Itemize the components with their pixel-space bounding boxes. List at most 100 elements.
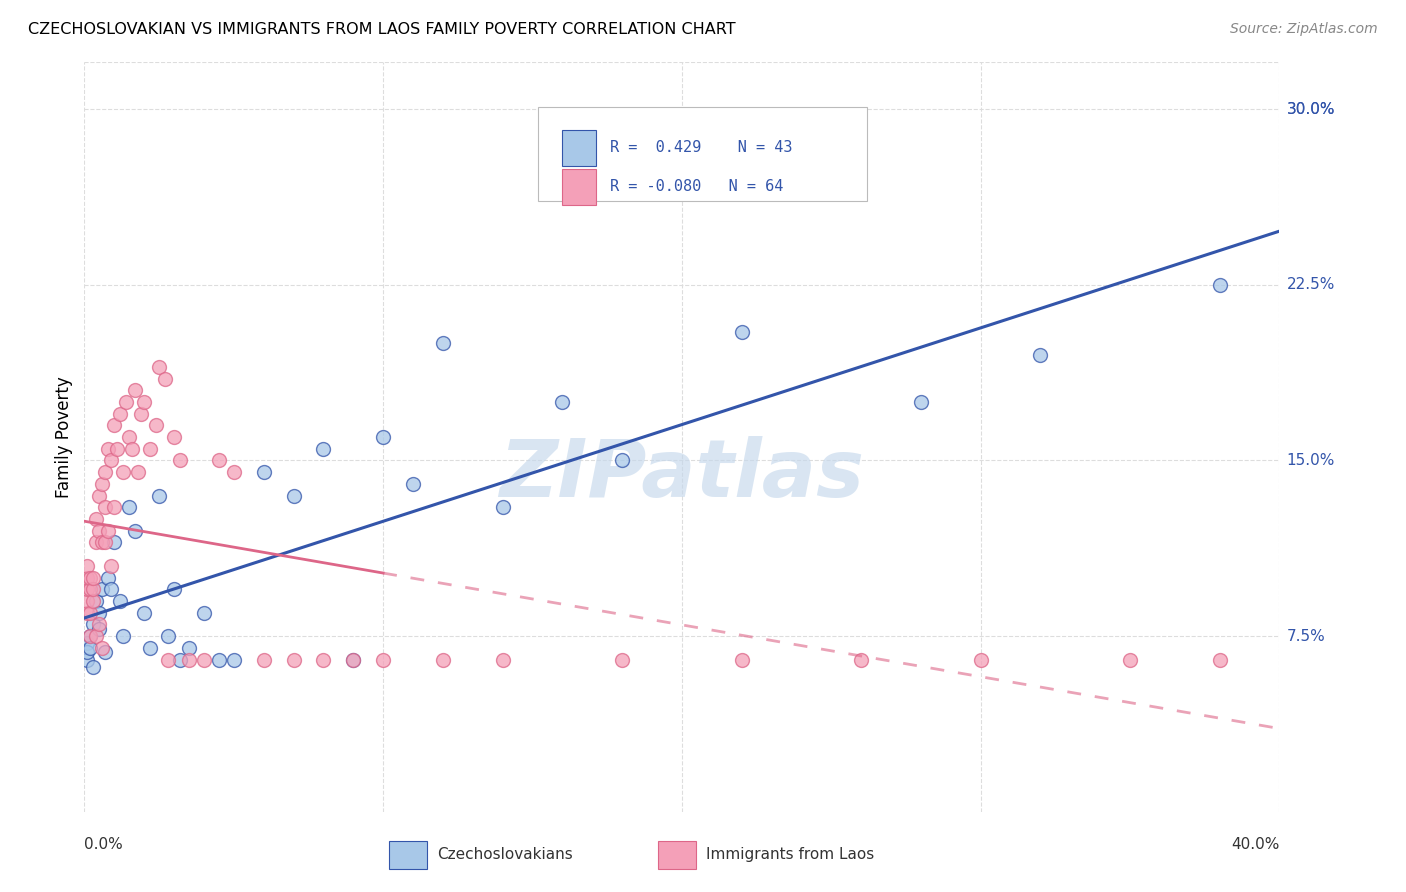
Bar [562, 169, 596, 205]
Point [312, 652, 335, 666]
Text: R = -0.080   N = 64: R = -0.080 N = 64 [610, 179, 783, 194]
Point [342, 652, 364, 666]
Point [612, 652, 634, 666]
Point [208, 652, 231, 666]
Point [91, 640, 114, 655]
Point [86, 629, 108, 643]
Point [283, 489, 305, 503]
Point [373, 652, 395, 666]
Point [1029, 348, 1052, 362]
Point [82, 582, 104, 597]
Point [82, 617, 104, 632]
Point [492, 500, 515, 515]
Point [91, 582, 114, 597]
Point [157, 652, 180, 666]
Point [910, 395, 932, 409]
Text: R =  0.429    N = 43: R = 0.429 N = 43 [610, 140, 793, 155]
Point [731, 652, 754, 666]
Point [103, 535, 125, 549]
Point [105, 442, 128, 456]
Point [118, 500, 141, 515]
Point [115, 395, 138, 409]
Point [222, 652, 245, 666]
Text: 7.5%: 7.5% [1286, 629, 1324, 644]
Point [94, 500, 117, 515]
Point [76, 646, 98, 660]
Point [82, 594, 104, 608]
Point [100, 558, 122, 573]
Text: Immigrants from Laos: Immigrants from Laos [706, 847, 875, 862]
Point [124, 524, 146, 538]
Point [91, 476, 114, 491]
Point [79, 629, 101, 643]
Point [103, 418, 125, 433]
Point [157, 629, 180, 643]
Point [253, 652, 276, 666]
Point [103, 500, 125, 515]
Text: Source: ZipAtlas.com: Source: ZipAtlas.com [1230, 22, 1378, 37]
Point [222, 465, 245, 479]
Point [153, 371, 176, 385]
Point [193, 606, 215, 620]
Text: 40.0%: 40.0% [1232, 837, 1279, 852]
Text: 22.5%: 22.5% [1286, 277, 1334, 293]
Text: Czechoslovakians: Czechoslovakians [437, 847, 572, 862]
Point [1119, 652, 1142, 666]
Point [82, 571, 104, 585]
Point [169, 453, 191, 467]
Point [373, 430, 395, 444]
Point [97, 524, 120, 538]
Point [129, 407, 152, 421]
Point [97, 571, 120, 585]
Point [432, 652, 454, 666]
Bar [562, 130, 596, 166]
Point [86, 594, 108, 608]
Point [86, 535, 108, 549]
Point [283, 652, 305, 666]
Point [139, 442, 162, 456]
Y-axis label: Family Poverty: Family Poverty [55, 376, 73, 498]
Point [118, 430, 141, 444]
Point [124, 384, 146, 398]
Point [492, 652, 515, 666]
Point [112, 465, 135, 479]
Point [208, 453, 231, 467]
Point [94, 646, 117, 660]
Point [970, 652, 993, 666]
Point [76, 594, 98, 608]
Point [253, 465, 276, 479]
Point [132, 606, 156, 620]
Bar [389, 841, 427, 870]
Point [193, 652, 215, 666]
Point [89, 489, 111, 503]
Point [76, 582, 98, 597]
Point [1209, 652, 1232, 666]
Point [79, 629, 101, 643]
Text: 30.0%: 30.0% [1286, 102, 1334, 117]
Point [121, 442, 143, 456]
Text: 0.0%: 0.0% [84, 837, 124, 852]
Point [851, 652, 873, 666]
Point [94, 535, 117, 549]
Point [163, 582, 186, 597]
Point [91, 535, 114, 549]
Point [612, 453, 634, 467]
Point [86, 512, 108, 526]
Text: ZIPatlas: ZIPatlas [499, 435, 865, 514]
Point [1209, 277, 1232, 292]
Point [79, 640, 101, 655]
Point [76, 606, 98, 620]
Text: 30.0%: 30.0% [1286, 102, 1334, 117]
Point [731, 325, 754, 339]
Point [177, 652, 200, 666]
Point [163, 430, 186, 444]
Point [79, 582, 101, 597]
Point [89, 606, 111, 620]
Point [76, 571, 98, 585]
Point [79, 606, 101, 620]
Point [132, 395, 156, 409]
Point [342, 652, 364, 666]
Point [127, 465, 149, 479]
Point [89, 617, 111, 632]
Bar [658, 841, 696, 870]
